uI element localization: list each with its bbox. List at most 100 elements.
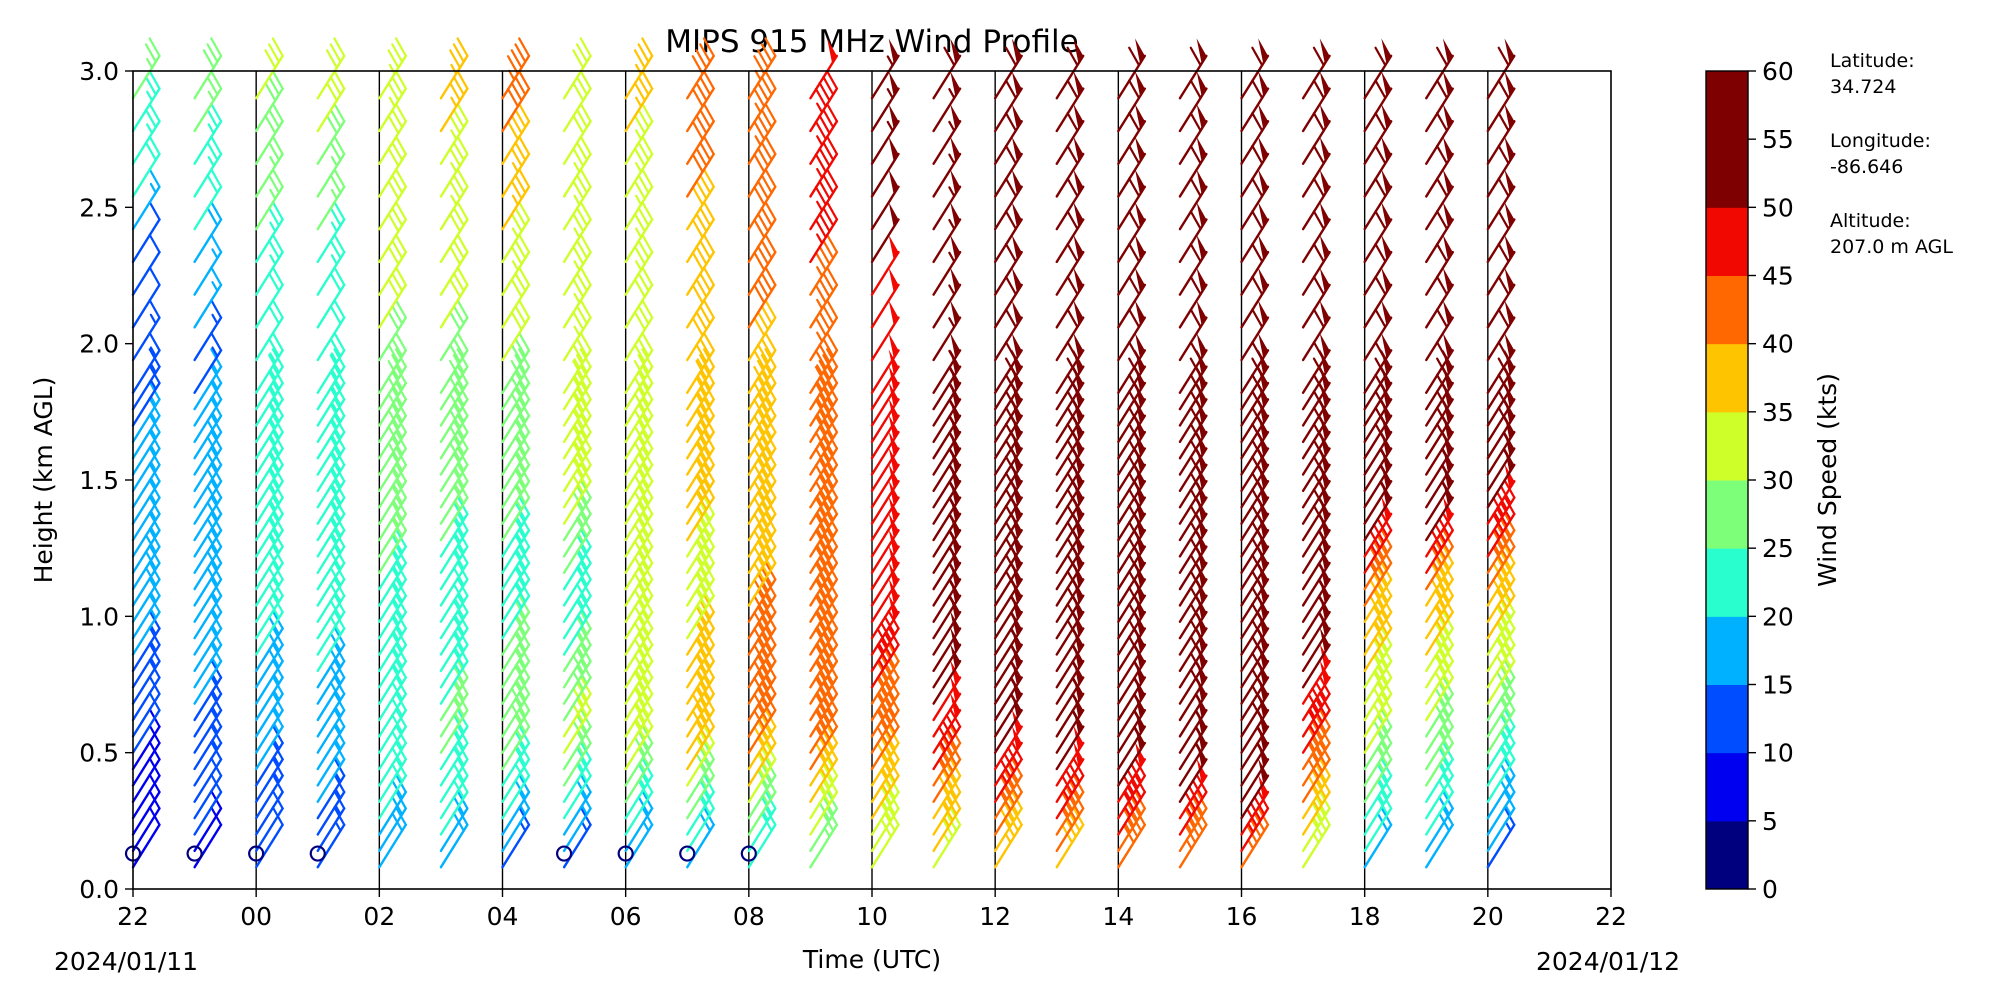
wind-barb [1486,234,1516,296]
wind-barb [932,136,962,198]
x-tick-label: 06 [610,902,642,931]
wind-barb [1178,202,1208,264]
wind-barb [1240,267,1270,329]
wind-barb [870,480,900,542]
longitude-label: Longitude: [1830,130,1931,152]
wind-barb [932,692,962,754]
wind-barb [1486,593,1516,656]
wind-barb [1117,169,1147,231]
wind-barb [1363,496,1393,558]
wind-barb [932,676,962,738]
colorbar-bin [1706,480,1748,549]
colorbar-bin [1706,820,1748,890]
wind-barb [1117,38,1147,100]
wind-barb [686,168,715,231]
wind-barb [131,70,161,133]
wind-barb [870,578,900,640]
wind-barb [1486,71,1516,133]
wind-barb [870,365,900,427]
wind-barb [1301,136,1331,198]
colorbar-label: Wind Speed (kts) [1813,373,1842,587]
x-axis-label: Time (UTC) [802,945,941,974]
wind-barb [562,266,592,329]
wind-barb [1117,332,1147,394]
wind-barb [131,135,161,198]
wind-barb [932,71,962,133]
colorbar-tick-label: 25 [1762,534,1794,563]
wind-barb [254,70,284,133]
wind-barb [870,447,900,509]
colorbar-bin [1706,275,1748,345]
x-tick-label: 10 [856,902,888,931]
wind-barb [1486,136,1516,198]
wind-barb [316,299,346,362]
wind-barb [686,200,715,264]
wind-barb [562,135,592,198]
calm-marker [679,845,696,862]
wind-barb [131,168,161,231]
wind-barb [870,561,900,623]
x-tick-label: 18 [1349,902,1381,931]
wind-barb [870,202,900,264]
wind-barb [501,70,531,133]
wind-barb [1363,544,1393,607]
colorbar-bin [1706,343,1748,413]
wind-barb [1240,774,1270,836]
altitude-label: Altitude: [1830,210,1911,232]
wind-barb [439,168,469,231]
wind-barb [193,331,223,394]
wind-barb [193,233,223,296]
wind-barb [1117,300,1147,362]
wind-barb [686,233,715,296]
wind-barb [870,512,900,574]
wind-barb [378,168,408,231]
wind-barb [1240,103,1270,165]
wind-barb [870,300,900,362]
wind-barb [870,234,900,296]
wind-barb [501,102,531,165]
wind-barb [378,200,408,264]
y-tick-label: 2.0 [79,330,119,359]
x-tick-label: 02 [363,902,395,931]
wind-barb [562,331,592,394]
wind-barb [870,529,900,591]
wind-barb [686,266,715,329]
wind-barb [686,773,715,836]
x-tick-label: 00 [240,902,272,931]
wind-barb [809,331,839,394]
wind-barb [870,103,900,165]
wind-barb [932,103,962,165]
wind-barb [1486,300,1516,362]
wind-barb [870,71,900,133]
wind-barb [1301,627,1331,689]
wind-barb [1178,71,1208,133]
wind-barb [1055,234,1085,296]
wind-barb [439,331,469,394]
colorbar-tick-label: 0 [1762,875,1778,904]
wind-barb [439,233,469,296]
wind-barb [1425,38,1454,100]
wind-barb [193,200,223,264]
wind-barb [254,168,284,231]
wind-barb [501,135,531,198]
wind-barb [993,267,1023,329]
wind-barb [1301,103,1331,165]
wind-barb [562,200,592,264]
wind-barb [193,102,223,165]
x-tick-label: 22 [117,902,149,931]
y-axis-label: Height (km AGL) [29,377,58,584]
wind-barb [1055,202,1085,264]
wind-barb [993,169,1023,231]
wind-barb [1055,725,1085,787]
wind-barb [932,627,962,689]
wind-barb [870,398,900,460]
wind-barb [501,266,531,329]
wind-barb [1301,300,1331,362]
wind-barb [1425,267,1454,329]
wind-barb [562,233,592,296]
calm-marker [617,845,634,862]
station-info: Latitude: 34.724 Longitude: -86.646 Alti… [1830,48,1990,260]
wind-barb [131,331,161,394]
wind-barb [1178,300,1208,362]
